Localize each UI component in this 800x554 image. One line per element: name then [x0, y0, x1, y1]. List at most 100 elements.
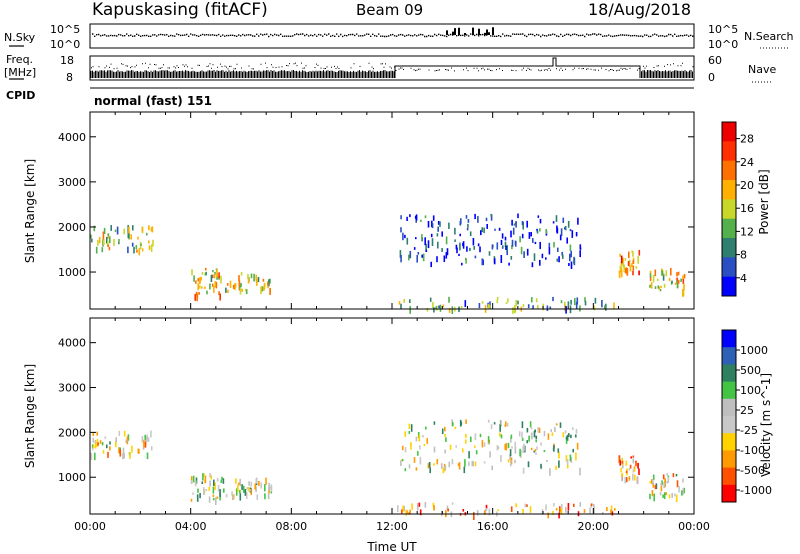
velocity-colorbar-swatch: [722, 347, 736, 365]
power-cell: [245, 288, 247, 292]
power-cell: [215, 281, 218, 289]
velocity-cell: [491, 465, 493, 471]
velocity-cell: [468, 461, 470, 467]
velocity-cell: [572, 448, 574, 453]
power-cell: [619, 265, 622, 270]
power-cell: [238, 280, 241, 287]
power-cell: [593, 305, 596, 311]
velocity-cell: [667, 476, 670, 483]
velocity-cell: [402, 505, 404, 512]
power-cell: [400, 255, 402, 263]
velocity-cell: [566, 459, 569, 465]
velocity-xtick-label: 12:00: [376, 520, 408, 533]
power-cell: [677, 279, 680, 284]
power-cell: [561, 251, 563, 256]
power-cell: [113, 239, 115, 246]
power-cell: [521, 221, 524, 226]
velocity-cell: [465, 439, 467, 444]
power-cell: [485, 217, 488, 222]
power-cell: [619, 253, 621, 257]
power-cell: [557, 247, 559, 252]
power-cell: [481, 301, 484, 304]
power-cell: [260, 286, 262, 295]
power-cell: [198, 292, 200, 295]
velocity-cell: [575, 452, 577, 461]
power-cell: [632, 265, 635, 271]
velocity-colorbar-tick-label: 25: [740, 404, 754, 417]
velocity-cell: [138, 449, 140, 454]
power-y-axis: 1000 2000 3000 4000: [58, 131, 694, 279]
velocity-cell: [245, 492, 248, 499]
velocity-cell: [473, 512, 475, 520]
velocity-cell: [632, 455, 635, 458]
velocity-cell: [452, 422, 454, 427]
velocity-cell: [625, 460, 628, 466]
power-cell: [409, 299, 411, 303]
power-scatter: [90, 213, 686, 314]
power-cell: [247, 277, 250, 284]
velocity-colorbar-swatch: [722, 364, 736, 383]
power-colorbar-swatch: [722, 180, 736, 200]
velocity-cell: [209, 473, 211, 478]
power-cell: [555, 215, 558, 222]
power-cell: [195, 291, 198, 296]
velocity-cell: [500, 421, 502, 425]
velocity-cell: [441, 428, 444, 435]
power-cell: [665, 270, 668, 277]
power-cell: [638, 270, 640, 276]
power-cell: [573, 261, 575, 264]
power-cell: [421, 237, 423, 242]
velocity-cell: [417, 451, 419, 456]
velocity-cell: [487, 419, 490, 423]
velocity-cell: [239, 489, 241, 494]
velocity-cell: [433, 421, 436, 425]
velocity-cell: [143, 439, 145, 448]
velocity-cell: [442, 467, 445, 474]
power-cell: [573, 257, 576, 266]
velocity-cell: [147, 437, 150, 442]
velocity-cell: [223, 488, 225, 493]
power-cell: [502, 245, 504, 248]
cpid-label: CPID: [6, 89, 35, 102]
velocity-cell: [464, 459, 466, 467]
power-colorbar-tick-label: 12: [740, 225, 754, 238]
power-colorbar-tick-label: 4: [740, 272, 747, 285]
velocity-cell: [144, 441, 147, 448]
power-cell: [441, 231, 443, 237]
power-cell: [204, 286, 206, 289]
velocity-cell: [558, 452, 560, 459]
power-cell: [506, 250, 508, 256]
velocity-cell: [403, 505, 405, 512]
power-cell: [523, 251, 525, 258]
power-cell: [682, 275, 684, 280]
freq-trace: [90, 57, 694, 78]
power-cell: [229, 280, 232, 288]
velocity-cell: [243, 485, 245, 493]
power-cell: [146, 232, 148, 236]
power-colorbar-frame: [721, 121, 737, 297]
velocity-cell: [109, 446, 111, 451]
power-cell: [631, 263, 633, 267]
power-cell: [539, 241, 541, 250]
velocity-cell: [401, 459, 404, 462]
velocity-cell: [424, 502, 427, 508]
velocity-cell: [122, 447, 125, 454]
power-cell: [106, 237, 108, 244]
power-cell: [425, 249, 428, 252]
power-cell: [637, 256, 639, 264]
velocity-cell: [662, 494, 664, 498]
velocity-cell: [514, 441, 516, 449]
power-cell: [133, 246, 135, 254]
velocity-cell: [126, 436, 129, 445]
velocity-cell: [507, 459, 510, 463]
velocity-cell: [543, 430, 546, 437]
velocity-cell: [436, 459, 439, 465]
power-cell: [218, 291, 220, 296]
velocity-cell: [214, 482, 216, 490]
power-cell: [521, 233, 524, 239]
power-colorbar-tick-label: 20: [740, 179, 754, 192]
power-cell: [128, 226, 130, 234]
velocity-cell: [549, 468, 551, 476]
velocity-cell: [668, 494, 671, 499]
velocity-cell: [565, 436, 568, 440]
